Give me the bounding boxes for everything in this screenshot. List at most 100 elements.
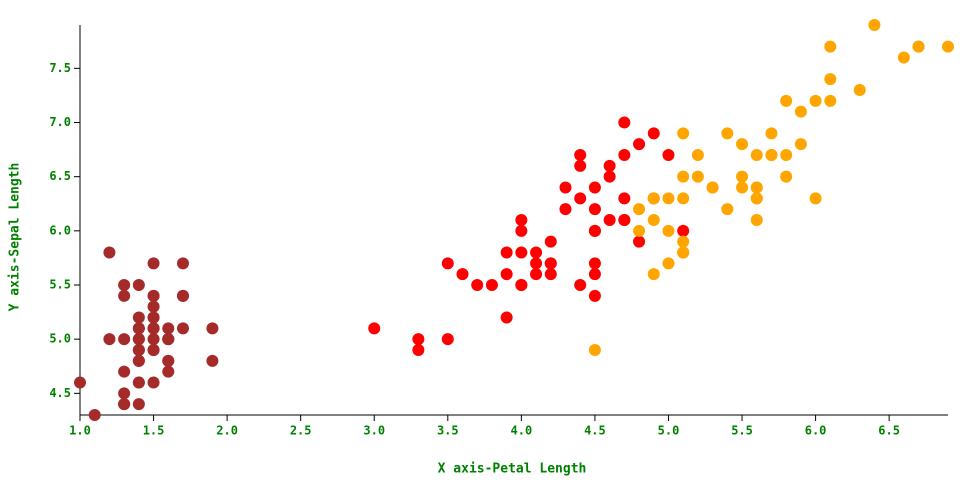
y-tick-label: 5.0 [49,332,71,346]
point [412,333,425,346]
point [647,214,660,226]
point [677,224,690,237]
point [515,246,528,259]
x-tick-label: 1.5 [143,424,165,438]
point [618,192,631,205]
point [412,344,425,356]
point [897,51,910,64]
point [574,192,587,205]
point [118,289,131,302]
point [853,84,866,96]
point [824,94,837,107]
point [118,398,131,411]
point [588,181,601,194]
point [441,257,454,270]
x-tick-label: 4.0 [511,424,533,438]
point [750,149,763,161]
point [633,224,646,237]
point [942,40,954,53]
point [603,214,616,226]
point [500,311,513,324]
x-tick-label: 3.5 [437,424,459,438]
point [132,279,145,291]
point [765,127,778,140]
y-tick-label: 5.5 [49,278,71,292]
point [824,73,837,86]
point [588,224,601,237]
x-tick-label: 2.5 [290,424,312,438]
y-tick-label: 4.5 [49,386,71,400]
point [736,138,749,151]
point [677,192,690,205]
point [780,94,793,107]
point [162,354,175,367]
y-tick-label: 7.5 [49,61,71,75]
point [162,365,175,378]
point [618,214,631,226]
point [662,149,675,161]
x-tick-label: 2.0 [216,424,238,438]
point [118,279,131,291]
point [780,170,793,183]
point [574,149,587,161]
point [132,398,145,411]
point [544,235,557,248]
point [603,159,616,172]
point [588,344,601,356]
point [794,105,807,118]
point [750,192,763,205]
point [162,322,175,335]
point [147,344,160,356]
point [206,354,219,367]
point [809,94,822,107]
point [618,149,631,161]
point [147,257,160,270]
point [118,333,131,346]
point [132,333,145,346]
x-tick-label: 1.0 [69,424,91,438]
x-tick-label: 4.5 [584,424,606,438]
point [677,235,690,248]
point [647,268,660,281]
point [691,170,704,183]
x-tick-label: 3.0 [363,424,385,438]
point [780,149,793,161]
point [647,127,660,140]
point [574,279,587,291]
x-tick-label: 5.5 [731,424,753,438]
point [721,127,734,140]
point [118,365,131,378]
point [103,246,116,259]
point [721,203,734,216]
point [691,149,704,161]
point [618,116,631,129]
point [103,333,116,346]
point [147,311,160,324]
point [515,279,528,291]
point [500,246,513,259]
y-tick-label: 6.5 [49,169,71,183]
point [544,257,557,270]
point [132,344,145,356]
point [868,19,881,31]
point [441,333,454,346]
point [515,214,528,226]
point [147,322,160,335]
point [633,203,646,216]
point [176,322,189,335]
point [147,289,160,302]
point [662,224,675,237]
point [574,159,587,172]
point [74,376,86,389]
point [147,300,160,313]
point [662,257,675,270]
point [132,322,145,335]
point [912,40,925,53]
point [677,246,690,259]
x-axis-title: X axis-Petal Length [438,462,587,477]
point [132,376,145,389]
point [736,181,749,194]
y-axis-title: Y axis-Sepal Length [8,163,23,312]
point [647,192,660,205]
point [794,138,807,151]
